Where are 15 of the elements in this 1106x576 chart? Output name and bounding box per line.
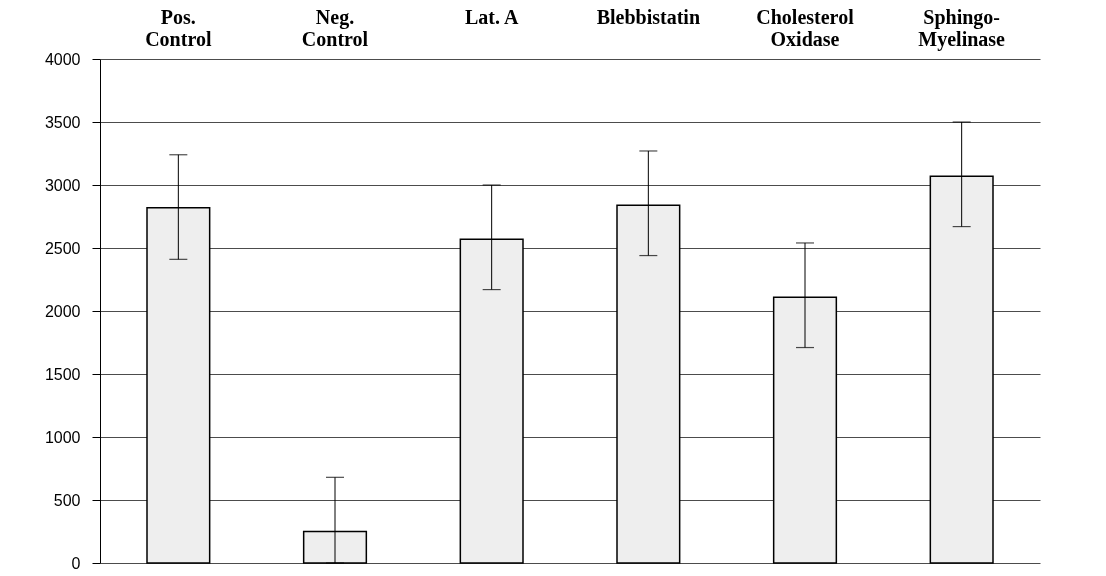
y-tick-label: 1500 [44, 365, 81, 383]
y-tick-label: 3000 [44, 176, 81, 194]
y-tick-label: 2500 [44, 239, 81, 257]
x-tick-label: Blebbistatin [596, 5, 701, 28]
x-tick-label: Cholesterol Oxidase [756, 5, 855, 50]
y-tick-label: 1000 [44, 428, 81, 446]
y-tick-label: 0 [71, 554, 81, 572]
x-tick-label: Sphingo- Myelinase [918, 5, 1006, 51]
x-tick-label: Lat. A [464, 5, 519, 28]
y-tick-label: 2000 [44, 302, 81, 320]
y-tick-label: 3500 [44, 113, 81, 131]
y-tick-label: 4000 [44, 50, 81, 68]
x-tick-label: Pos. Control [145, 5, 212, 50]
y-tick-label: 500 [53, 491, 81, 509]
x-tick-label: Neg. Control [301, 5, 369, 50]
